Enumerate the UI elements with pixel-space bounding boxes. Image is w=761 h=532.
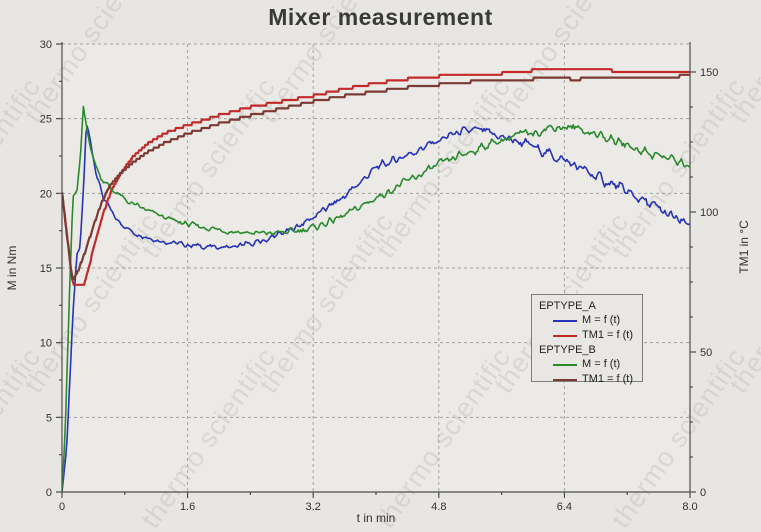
x-axis-label: t in min [357,511,396,525]
gridlines [62,43,690,492]
y-left-tick-label: 10 [40,338,52,350]
y-right-tick-label: 50 [700,347,712,359]
legend-group-eptype-b: EPTYPE_B [539,344,596,356]
chart-title: Mixer measurement [268,4,493,30]
y-axis-label-left: M in Nm [5,246,19,291]
x-tick-label: 6.4 [557,501,572,513]
legend-entry-eptype-b-m: M = f (t) [553,358,642,371]
y-axis-label-right: TM1 in °C [737,220,751,274]
y-left-tick-label: 15 [40,263,52,275]
legend-label: TM1 = f (t) [582,329,634,341]
x-tick-label: 8.0 [682,501,697,513]
legend-label: TM1 = f (t) [582,373,634,385]
legend-label: M = f (t) [582,314,621,326]
y-right-tick-label: 150 [700,67,718,79]
legend-entry-eptype-b-tm1: TM1 = f (t) [553,373,642,386]
legend-label: M = f (t) [582,358,621,370]
legend-swatch-eptype-b-tm1 [553,378,577,381]
x-tick-label: 1.6 [180,501,195,513]
x-tick-label: 3.2 [306,501,321,513]
x-tick-label: 4.8 [431,501,446,513]
legend-box: EPTYPE_A M = f (t) TM1 = f (t) EPTYPE_B … [531,294,643,385]
legend-entry-eptype-a-tm1: TM1 = f (t) [553,329,642,342]
data-curves [62,68,690,492]
x-tick-label: 0 [59,501,65,513]
y-left-tick-label: 30 [40,39,52,51]
legend-entry-eptype-a-m: M = f (t) [553,314,642,327]
y-left-tick-label: 25 [40,114,52,126]
legend-swatch-eptype-a-m [553,319,577,322]
series-eptype-b-m [62,105,690,492]
axes-and-ticks [56,42,696,498]
legend-swatch-eptype-a-tm1 [553,334,577,337]
legend-group-eptype-a: EPTYPE_A [539,300,596,312]
series-eptype-b-tm1 [62,73,690,281]
y-left-tick-label: 5 [46,412,52,424]
y-left-tick-label: 20 [40,188,52,200]
legend-swatch-eptype-b-m [553,363,577,366]
y-left-tick-label: 0 [46,487,52,499]
y-right-tick-label: 0 [700,487,706,499]
series-eptype-a-m [62,125,690,492]
series-eptype-a-tm1 [62,68,690,286]
y-right-tick-label: 100 [700,207,718,219]
